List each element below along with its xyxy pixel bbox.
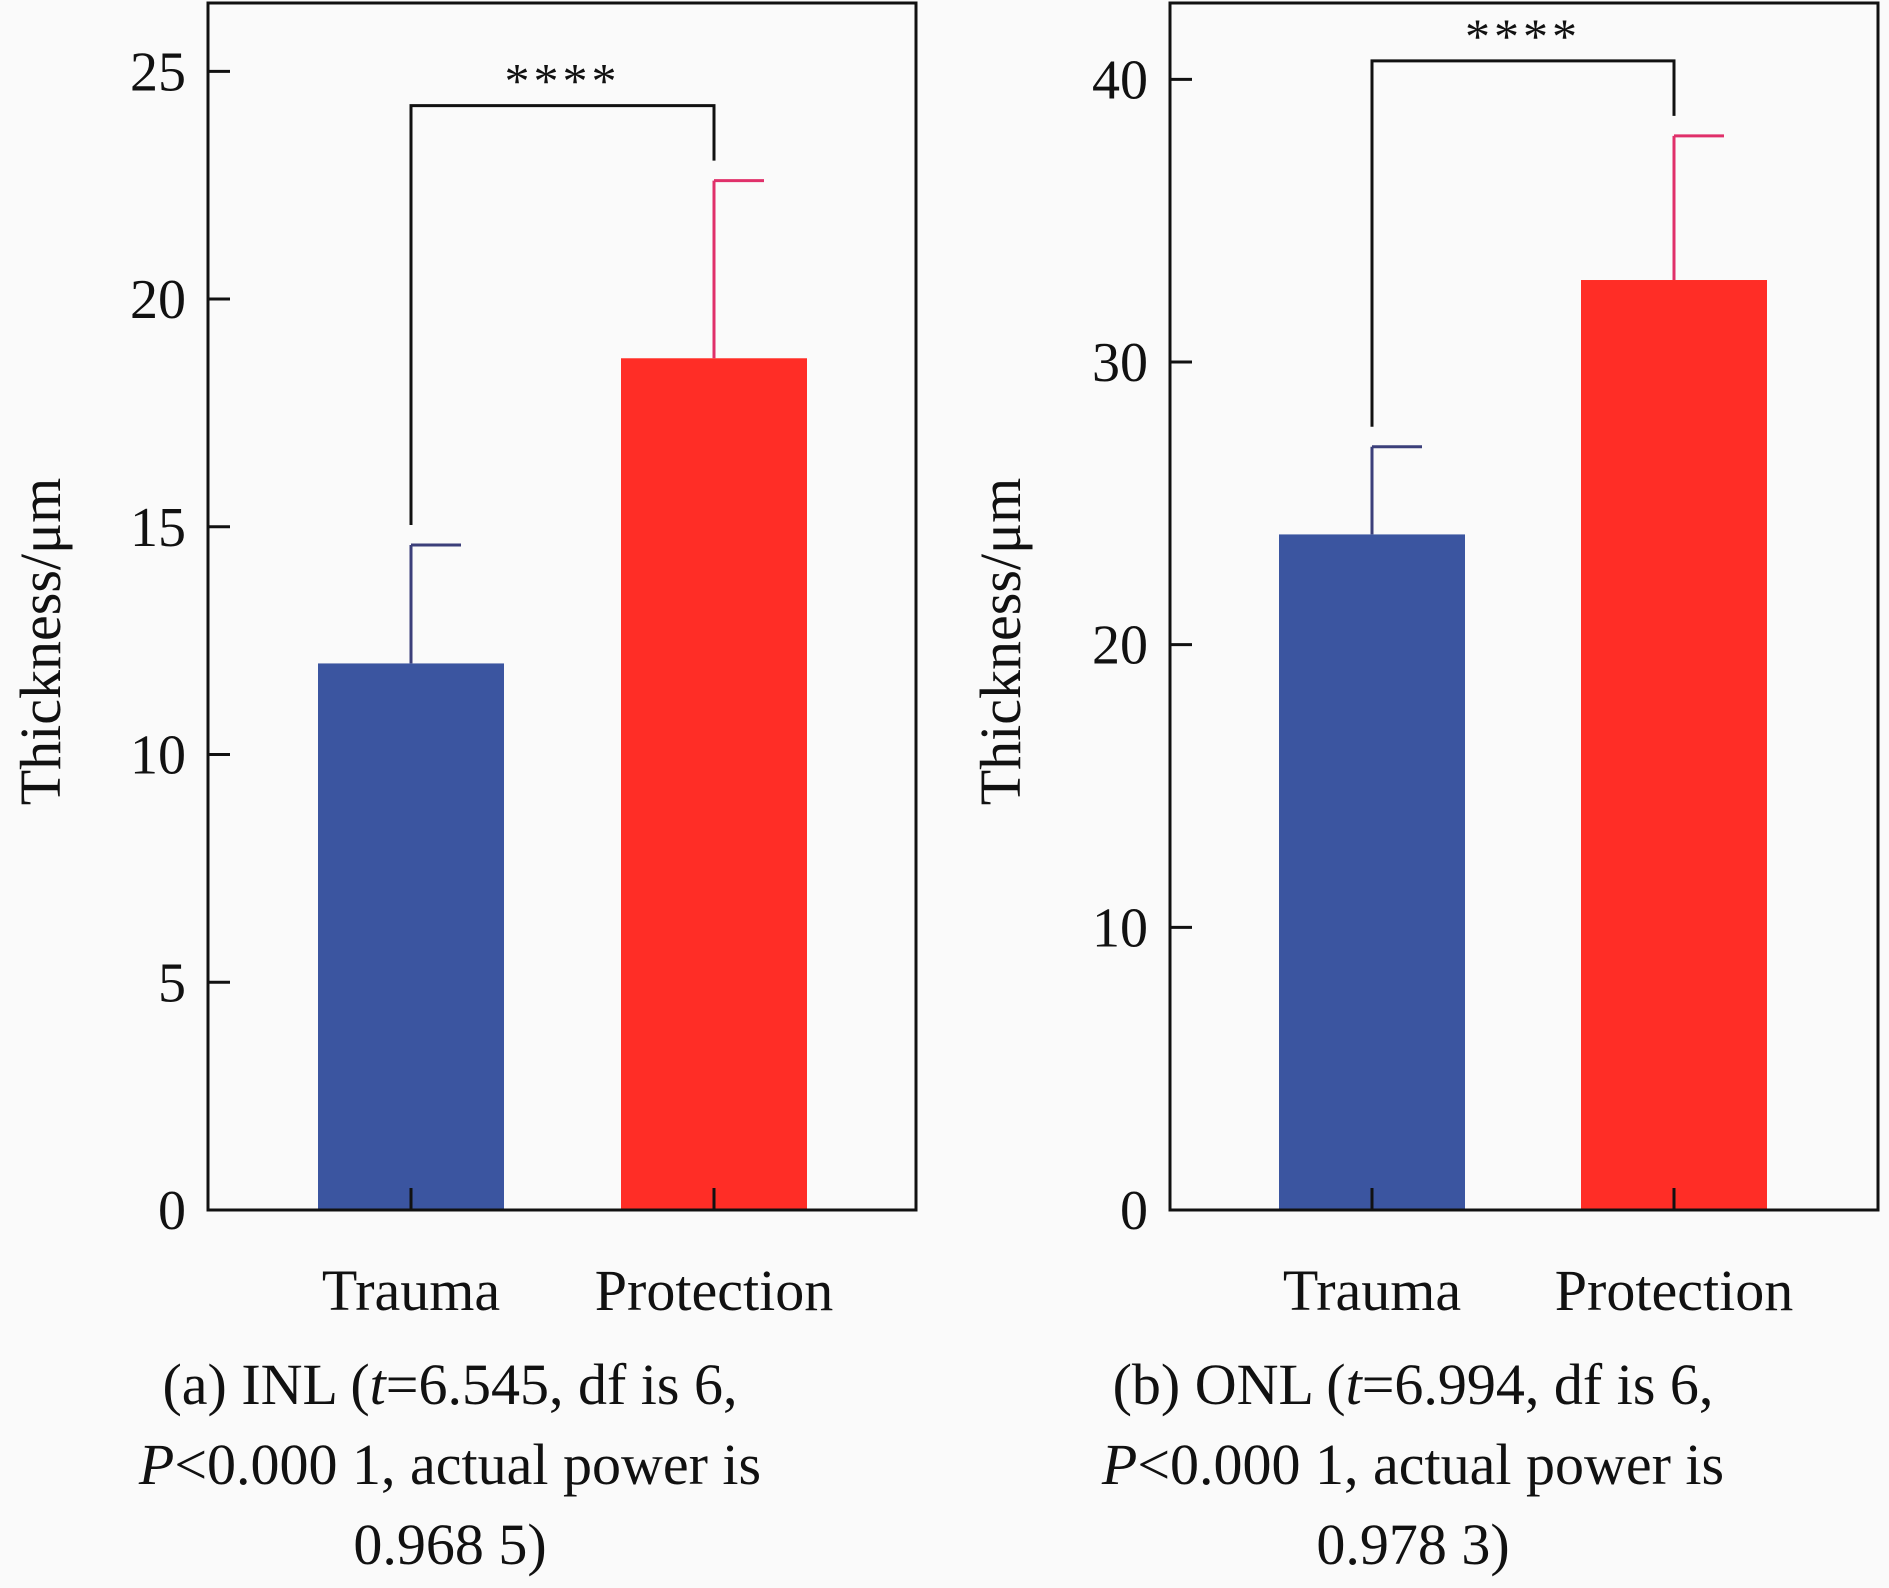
caption-b-prefix: (b) ONL ( <box>1112 1352 1346 1417</box>
caption-a: (a) INL (t=6.545, df is 6, P<0.000 1, ac… <box>70 1345 830 1585</box>
caption-a-line-2: P<0.000 1, actual power is <box>70 1425 830 1505</box>
significance-bracket-a <box>409 104 716 526</box>
y-tick-label-a-5: 25 <box>130 41 186 103</box>
caption-b-stats: =6.994, df is 6, <box>1361 1352 1714 1417</box>
x-tick-label-a-1: Protection <box>595 1258 833 1323</box>
caption-a-line-3: 0.968 5) <box>353 1512 547 1577</box>
caption-a-t: t <box>369 1352 386 1417</box>
y-axis-title-b: Thickness/μm <box>968 478 1033 806</box>
caption-a-line-1: (a) INL (t=6.545, df is 6, <box>70 1345 830 1425</box>
y-tick-label-b-2: 20 <box>1092 615 1148 677</box>
y-tick-label-a-1: 5 <box>158 952 186 1014</box>
caption-b-t: t <box>1345 1352 1362 1417</box>
y-axis-title-a: Thickness/μm <box>8 478 73 806</box>
plot-frame-a <box>206 1 918 1212</box>
caption-b-pvalue: <0.000 1, actual power is <box>1137 1432 1725 1497</box>
caption-a-prefix: (a) INL ( <box>162 1352 370 1417</box>
y-tick-label-a-3: 15 <box>130 497 186 559</box>
significance-label-a: **** <box>505 53 621 109</box>
x-tick-label-a-0: Trauma <box>322 1258 500 1323</box>
x-tick-label-b-0: Trauma <box>1283 1258 1461 1323</box>
bar-a-1 <box>621 358 807 1210</box>
y-tick-label-a-4: 20 <box>130 269 186 331</box>
y-tick-label-b-4: 40 <box>1092 49 1148 111</box>
significance-label-b: **** <box>1465 8 1581 64</box>
y-tick-label-b-1: 10 <box>1092 897 1148 959</box>
caption-b-line-3: 0.978 3) <box>1316 1512 1510 1577</box>
caption-b: (b) ONL (t=6.994, df is 6, P<0.000 1, ac… <box>1033 1345 1793 1585</box>
bar-a-0 <box>318 663 504 1210</box>
plot-frame-b <box>1168 1 1880 1212</box>
y-tick-label-b-3: 30 <box>1092 332 1148 394</box>
caption-b-line-2: P<0.000 1, actual power is <box>1033 1425 1793 1505</box>
caption-b-p: P <box>1101 1432 1138 1497</box>
caption-a-p: P <box>138 1432 175 1497</box>
y-tick-label-b-0: 0 <box>1120 1180 1148 1242</box>
bar-b-0 <box>1279 534 1465 1210</box>
significance-bracket-b <box>1370 59 1676 427</box>
bar-b-1 <box>1581 280 1767 1211</box>
caption-b-line-1: (b) ONL (t=6.994, df is 6, <box>1033 1345 1793 1425</box>
caption-a-stats: =6.545, df is 6, <box>385 1352 738 1417</box>
x-tick-label-b-1: Protection <box>1555 1258 1793 1323</box>
y-tick-label-a-0: 0 <box>158 1180 186 1242</box>
y-tick-label-a-2: 10 <box>130 725 186 787</box>
caption-a-pvalue: <0.000 1, actual power is <box>174 1432 762 1497</box>
